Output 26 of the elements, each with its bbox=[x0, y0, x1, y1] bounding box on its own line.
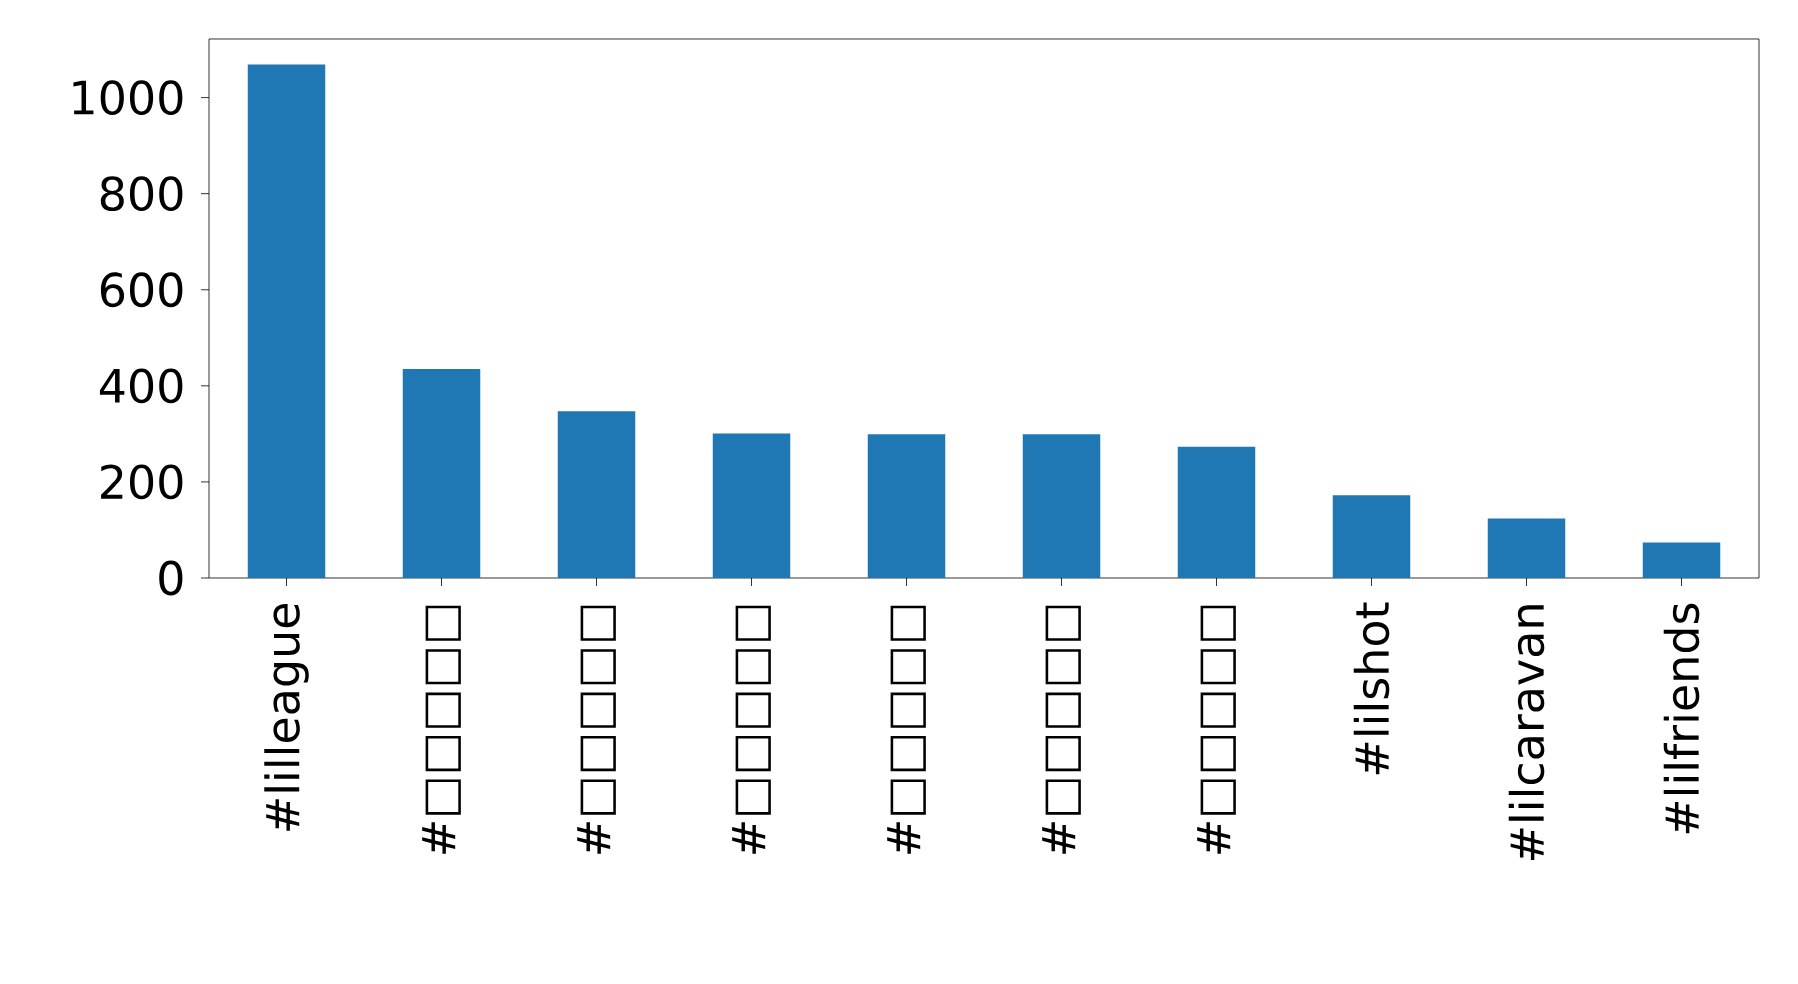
y-tick-label: 0 bbox=[159, 560, 183, 596]
x-tick-label: #□□□□□ bbox=[1197, 605, 1236, 854]
y-tick-label: 1000 bbox=[73, 80, 183, 115]
x-tick-label: #lilfriends bbox=[1663, 603, 1700, 834]
x-tick-label: #□□□□□ bbox=[422, 605, 461, 854]
x-tick-label: #□□□□□ bbox=[1042, 605, 1081, 854]
bar bbox=[1177, 446, 1256, 578]
x-tick-label: #□□□□□ bbox=[732, 605, 771, 854]
x-tick-label: #□□□□□ bbox=[887, 605, 926, 854]
bar bbox=[402, 369, 481, 578]
bar bbox=[247, 64, 326, 578]
y-tick-label: 600 bbox=[100, 272, 183, 308]
bar bbox=[1332, 495, 1411, 578]
x-tick-label: #lilcaravan bbox=[1508, 605, 1545, 860]
y-tick-label: 400 bbox=[99, 368, 183, 404]
bar bbox=[557, 411, 636, 578]
y-tick-label: 200 bbox=[101, 464, 183, 500]
y-tick-label: 800 bbox=[100, 176, 183, 212]
x-tick-label: #lilshot bbox=[1353, 602, 1390, 775]
bar bbox=[1642, 542, 1721, 578]
x-tick-label: #lilleague bbox=[264, 603, 309, 831]
x-tick-label: #□□□□□ bbox=[577, 605, 616, 854]
bar bbox=[867, 434, 946, 578]
bar bbox=[712, 433, 791, 578]
bar bbox=[1022, 434, 1101, 578]
bar bbox=[1487, 518, 1566, 578]
